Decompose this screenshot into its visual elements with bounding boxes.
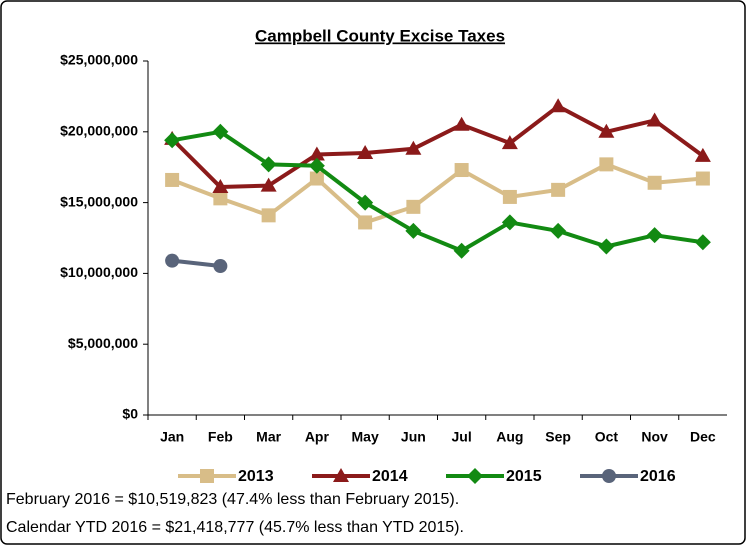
data-point [501, 214, 518, 231]
data-point [260, 177, 277, 192]
data-point [406, 199, 421, 214]
y-tick-label: $15,000,000 [60, 193, 138, 209]
legend-label: 2014 [372, 468, 408, 485]
data-point [695, 171, 710, 186]
data-point [213, 191, 228, 206]
x-tick-label: Oct [595, 429, 619, 445]
series-line [170, 104, 705, 190]
x-tick-label: Jan [160, 429, 184, 445]
legend-marker [602, 469, 616, 483]
data-point [405, 222, 422, 239]
data-point [405, 140, 422, 155]
data-point [647, 175, 662, 190]
data-point [164, 132, 181, 149]
legend-marker [200, 469, 214, 483]
legend-marker [333, 468, 349, 482]
x-tick-label: Dec [690, 429, 716, 445]
data-point [260, 156, 277, 173]
data-point [598, 123, 615, 138]
data-point [358, 215, 373, 230]
data-point [599, 157, 614, 172]
data-point [551, 182, 566, 197]
x-tick-label: Apr [305, 429, 330, 445]
x-tick-label: Sep [545, 429, 571, 445]
legend-label: 2015 [506, 468, 542, 485]
data-point [501, 135, 518, 150]
legend-marker [467, 468, 483, 484]
x-tick-label: Aug [496, 429, 523, 445]
data-point [308, 157, 325, 174]
note: Calendar YTD 2016 = $21,418,777 (45.7% l… [6, 519, 464, 536]
data-point [309, 171, 324, 186]
data-point [357, 145, 374, 160]
y-tick-label: $5,000,000 [68, 335, 138, 351]
data-point [212, 179, 229, 194]
chart-title: Campbell County Excise Taxes [255, 26, 505, 45]
legend-label: 2013 [238, 468, 274, 485]
data-point [357, 194, 374, 211]
data-point [454, 163, 469, 178]
data-point [646, 227, 663, 244]
y-tick-label: $10,000,000 [60, 264, 138, 280]
data-point [502, 189, 517, 204]
x-tick-label: Nov [641, 429, 668, 445]
data-point [646, 112, 663, 127]
note: February 2016 = $10,519,823 (47.4% less … [6, 491, 459, 508]
data-point [550, 222, 567, 239]
data-point [213, 259, 228, 274]
data-point [598, 238, 615, 255]
data-point [694, 147, 711, 162]
data-point [694, 234, 711, 251]
data-point [453, 116, 470, 131]
y-tick-label: $0 [122, 406, 138, 422]
data-point [165, 172, 180, 187]
data-point [212, 123, 229, 140]
x-tick-label: Mar [256, 429, 281, 445]
series-line [171, 162, 704, 225]
series-line [171, 258, 221, 269]
data-point [550, 98, 567, 113]
x-tick-label: Jul [452, 429, 472, 445]
data-point [308, 146, 325, 161]
y-tick-label: $25,000,000 [60, 52, 138, 68]
series-line [171, 129, 704, 253]
x-tick-label: May [352, 429, 379, 445]
data-point [453, 242, 470, 259]
data-point [165, 253, 180, 268]
y-tick-label: $20,000,000 [60, 123, 138, 139]
data-point [261, 208, 276, 223]
legend-label: 2016 [640, 468, 676, 485]
x-tick-label: Jun [401, 429, 426, 445]
x-tick-label: Feb [208, 429, 233, 445]
